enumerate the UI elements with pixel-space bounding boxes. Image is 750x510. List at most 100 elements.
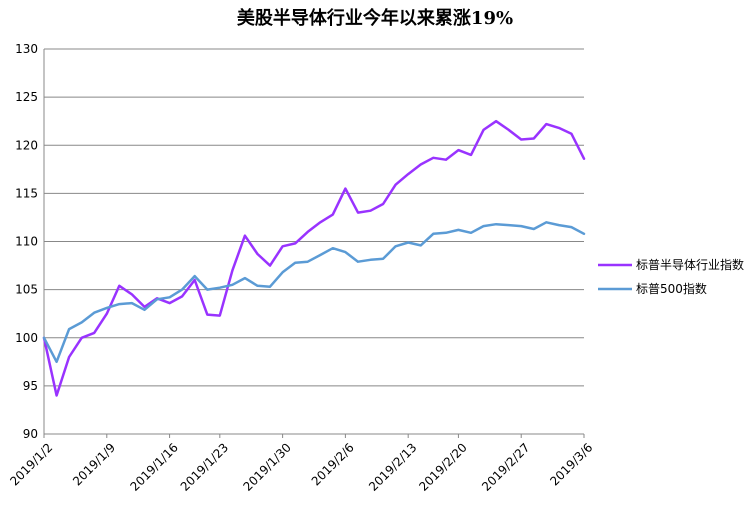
data-point (181, 288, 183, 290)
data-point (558, 127, 560, 129)
data-point (43, 337, 45, 339)
data-point (520, 138, 522, 140)
data-point (357, 261, 359, 263)
data-point (168, 302, 170, 304)
y-tick-label: 125 (15, 90, 38, 104)
series-line-1 (42, 221, 586, 364)
legend-label-0: 标普半导体行业指数 (636, 257, 744, 272)
data-point (55, 361, 57, 363)
grid-layer (44, 48, 584, 435)
x-tick-label: 2019/1/23 (178, 440, 231, 493)
data-point (244, 277, 246, 279)
data-point (55, 394, 57, 396)
data-point (244, 235, 246, 237)
data-point (143, 309, 145, 311)
data-point (194, 279, 196, 281)
data-point (81, 321, 83, 323)
data-point (68, 356, 70, 358)
x-tick-label: 2019/2/6 (309, 440, 357, 488)
y-tick-label: 120 (15, 138, 38, 152)
data-point (545, 221, 547, 223)
data-point (319, 221, 321, 223)
data-point (332, 213, 334, 215)
y-tick-label: 115 (15, 186, 38, 200)
data-point (294, 262, 296, 264)
data-point (93, 312, 95, 314)
data-point (206, 288, 208, 290)
data-point (319, 254, 321, 256)
data-point (206, 313, 208, 315)
data-point (81, 337, 83, 339)
data-point (470, 232, 472, 234)
data-point (294, 242, 296, 244)
series-line-0 (42, 119, 586, 397)
data-point (281, 271, 283, 273)
series-layer (42, 119, 586, 397)
data-point (131, 302, 133, 304)
data-point (307, 261, 309, 263)
data-point (508, 224, 510, 226)
x-tick-label: 2019/1/9 (70, 440, 118, 488)
data-point (445, 232, 447, 234)
data-point (420, 244, 422, 246)
x-tick-label: 2019/1/16 (128, 440, 181, 493)
data-point (394, 184, 396, 186)
data-point (156, 298, 158, 300)
data-point (231, 269, 233, 271)
x-tick-label: 2019/2/20 (416, 440, 469, 493)
data-point (307, 231, 309, 233)
data-point (256, 285, 258, 287)
data-point (332, 247, 334, 249)
data-point (457, 149, 459, 151)
data-point (570, 226, 572, 228)
y-tick-label: 90 (23, 427, 38, 441)
y-tick-label: 100 (15, 331, 38, 345)
data-point (106, 307, 108, 309)
data-point (93, 332, 95, 334)
data-point (570, 133, 572, 135)
data-point (357, 211, 359, 213)
data-point (445, 159, 447, 161)
data-point (558, 224, 560, 226)
data-point (394, 245, 396, 247)
data-point (382, 258, 384, 260)
data-point (118, 303, 120, 305)
data-point (231, 284, 233, 286)
data-point (407, 173, 409, 175)
x-tick-label: 2019/3/6 (547, 440, 595, 488)
y-tick-label: 105 (15, 283, 38, 297)
data-point (269, 286, 271, 288)
data-point (508, 129, 510, 131)
data-point (118, 285, 120, 287)
data-point (181, 295, 183, 297)
data-point (369, 210, 371, 212)
x-tick-label: 2019/1/30 (241, 440, 294, 493)
data-point (344, 187, 346, 189)
y-tick-label: 110 (15, 235, 38, 249)
data-point (545, 123, 547, 125)
data-point (382, 203, 384, 205)
data-point (131, 293, 133, 295)
data-point (482, 129, 484, 131)
data-point (269, 264, 271, 266)
data-point (533, 137, 535, 139)
data-point (281, 245, 283, 247)
legend-label-1: 标普500指数 (636, 281, 707, 296)
data-point (168, 296, 170, 298)
data-point (219, 287, 221, 289)
y-tick-label: 95 (23, 379, 38, 393)
data-point (432, 233, 434, 235)
data-point (68, 328, 70, 330)
data-point (194, 275, 196, 277)
data-point (106, 313, 108, 315)
data-point (369, 259, 371, 261)
x-tick-label: 2019/1/2 (7, 440, 55, 488)
axis-layer: 90 95 100 105 110 115 120 125 130 2019/1/2 2019/1/… (7, 42, 595, 494)
data-point (520, 225, 522, 227)
data-point (407, 241, 409, 243)
data-point (344, 251, 346, 253)
data-point (219, 314, 221, 316)
